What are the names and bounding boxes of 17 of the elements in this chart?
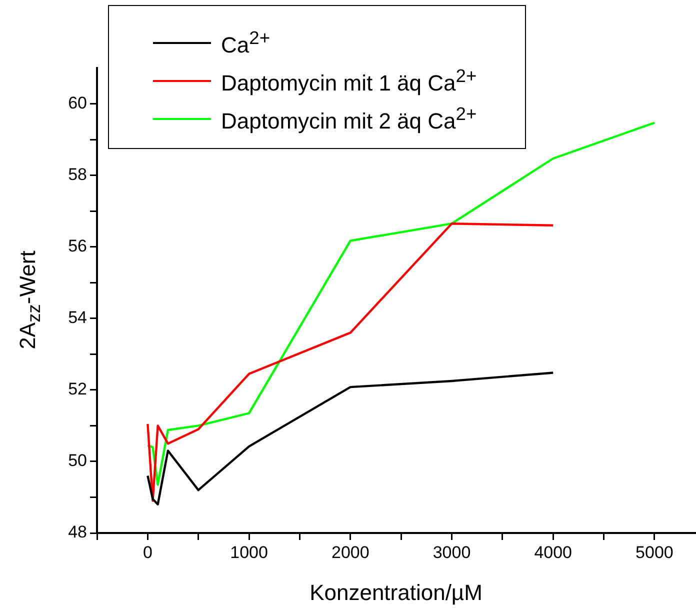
y-tick-label: 48 bbox=[68, 522, 87, 542]
y-tick-label: 52 bbox=[68, 380, 87, 399]
y-tick-label: 56 bbox=[68, 236, 87, 256]
legend-label: Ca$^{2+}$ bbox=[221, 27, 270, 59]
x-tick-label: 4000 bbox=[534, 542, 572, 562]
x-axis-title: Konzentration/µM bbox=[310, 580, 482, 606]
x-tick-label: 5000 bbox=[636, 542, 674, 562]
x-tick-label: 1000 bbox=[230, 542, 268, 562]
y-tick-label: 58 bbox=[68, 164, 87, 184]
x-tick-label: 0 bbox=[142, 542, 152, 562]
legend-label: Daptomycin mit 2 äq Ca$^{2+}$ bbox=[221, 103, 477, 135]
x-tick-label: 2000 bbox=[331, 542, 370, 562]
legend-label: Daptomycin mit 1 äq Ca$^{2+}$ bbox=[221, 65, 477, 97]
y-tick-label: 50 bbox=[68, 451, 87, 470]
y-tick-label: 54 bbox=[68, 308, 87, 328]
y-tick-label: 60 bbox=[68, 93, 87, 112]
x-tick-label: 3000 bbox=[432, 542, 471, 562]
